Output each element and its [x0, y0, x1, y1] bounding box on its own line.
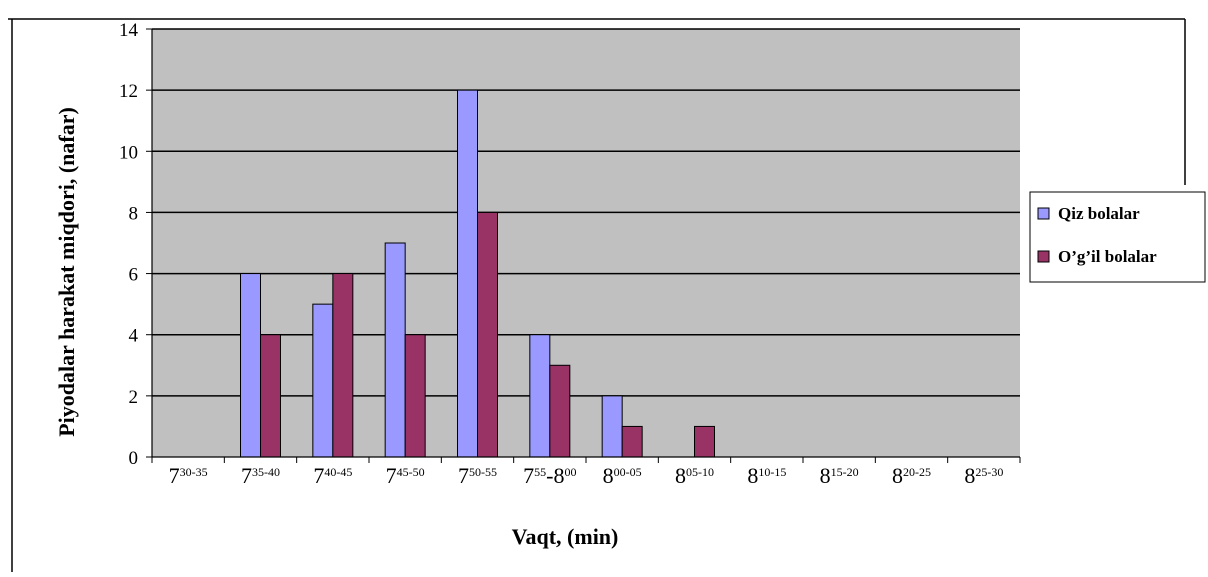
legend: Qiz bolalar O’g’il bolalar — [1029, 191, 1206, 283]
legend-label-ogil-bolalar: O’g’il bolalar — [1058, 247, 1157, 266]
x-tick-label: 755-800 — [523, 463, 576, 488]
legend-swatch-qiz-bolalar — [1037, 207, 1050, 220]
y-tick-label: 12 — [119, 81, 138, 102]
x-tick-label: 745-50 — [386, 463, 425, 488]
y-tick-label: 4 — [129, 326, 139, 347]
x-tick-label: 800-05 — [603, 463, 642, 488]
y-tick-label: 0 — [129, 448, 139, 469]
x-tick-label: 815-20 — [820, 463, 859, 488]
y-axis-label: Piyodalar harakat miqdori, (nafar) — [54, 107, 79, 437]
bar-ogil-bolalar — [260, 334, 281, 458]
bar-qiz-bolalar — [384, 242, 406, 458]
bar-ogil-bolalar — [621, 425, 643, 458]
bar-qiz-bolalar — [312, 303, 334, 458]
legend-box — [1029, 191, 1206, 283]
bar-qiz-bolalar — [240, 273, 261, 458]
x-tick-label: 805-10 — [675, 463, 714, 488]
x-tick-label: 810-15 — [747, 463, 786, 488]
y-tick-label: 14 — [119, 20, 139, 41]
x-tick-label: 730-35 — [169, 463, 208, 488]
y-tick-label: 6 — [129, 265, 139, 286]
bar-qiz-bolalar — [601, 395, 623, 458]
bar-ogil-bolalar — [549, 364, 571, 458]
y-tick-label: 8 — [129, 203, 139, 224]
bar-ogil-bolalar — [332, 273, 354, 458]
bar-ogil-bolalar — [694, 425, 715, 458]
x-axis-label: Vaqt, (min) — [512, 524, 619, 549]
legend-swatch-ogil-bolalar — [1037, 250, 1050, 263]
x-tick-label: 735-40 — [241, 463, 280, 488]
y-tick-label: 2 — [129, 387, 139, 408]
x-tick-label: 820-25 — [892, 463, 931, 488]
bar-ogil-bolalar — [477, 211, 498, 458]
bar-qiz-bolalar — [457, 89, 478, 458]
plot-area — [152, 29, 1020, 457]
x-tick-label: 750-55 — [458, 463, 497, 488]
legend-label-qiz-bolalar: Qiz bolalar — [1058, 204, 1140, 223]
x-tick-label: 740-45 — [313, 463, 352, 488]
y-tick-label: 10 — [119, 142, 138, 163]
x-tick-label: 825-30 — [964, 463, 1003, 488]
bar-qiz-bolalar — [529, 334, 551, 458]
bar-ogil-bolalar — [404, 334, 426, 458]
